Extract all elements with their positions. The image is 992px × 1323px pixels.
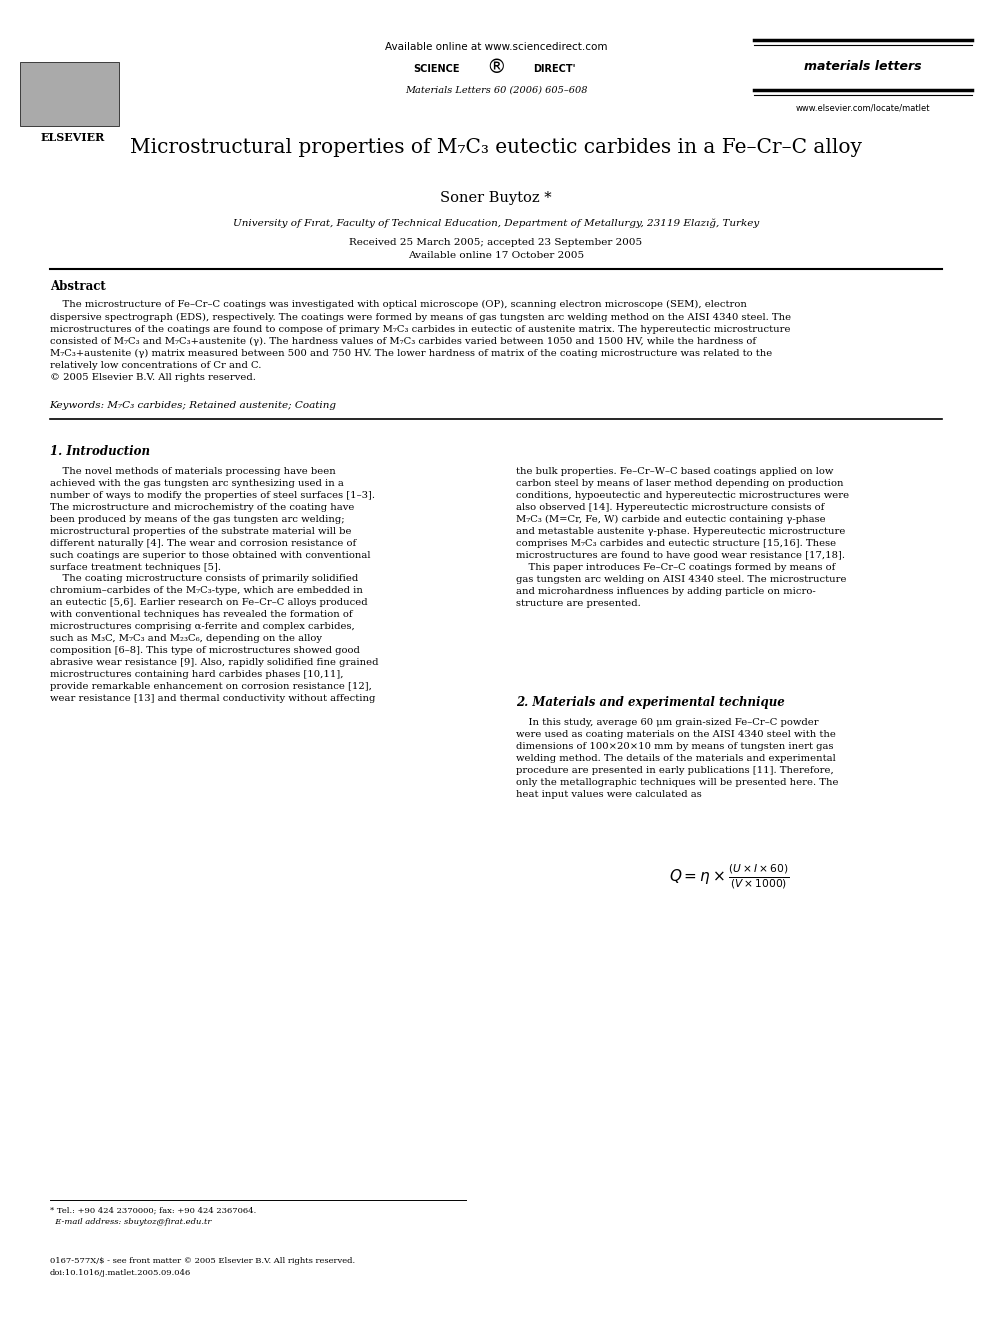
Text: DIRECT': DIRECT'	[533, 64, 575, 74]
Text: www.elsevier.com/locate/matlet: www.elsevier.com/locate/matlet	[796, 103, 930, 112]
Text: E-mail address: sbuytoz@firat.edu.tr: E-mail address: sbuytoz@firat.edu.tr	[50, 1218, 211, 1226]
Text: In this study, average 60 μm grain-sized Fe–Cr–C powder
were used as coating mat: In this study, average 60 μm grain-sized…	[516, 718, 838, 799]
Text: 0167-577X/$ - see front matter © 2005 Elsevier B.V. All rights reserved.: 0167-577X/$ - see front matter © 2005 El…	[50, 1257, 355, 1265]
Text: Microstructural properties of M₇C₃ eutectic carbides in a Fe–Cr–C alloy: Microstructural properties of M₇C₃ eutec…	[130, 138, 862, 156]
Text: ELSEVIER: ELSEVIER	[41, 132, 104, 143]
Text: Received 25 March 2005; accepted 23 September 2005: Received 25 March 2005; accepted 23 Sept…	[349, 238, 643, 247]
Text: ®: ®	[486, 58, 506, 77]
Text: Available online 17 October 2005: Available online 17 October 2005	[408, 251, 584, 261]
Text: The novel methods of materials processing have been
achieved with the gas tungst: The novel methods of materials processin…	[50, 467, 378, 703]
Text: * Tel.: +90 424 2370000; fax: +90 424 2367064.: * Tel.: +90 424 2370000; fax: +90 424 23…	[50, 1207, 256, 1215]
Text: Materials Letters 60 (2006) 605–608: Materials Letters 60 (2006) 605–608	[405, 86, 587, 95]
Text: SCIENCE: SCIENCE	[413, 64, 459, 74]
Text: Abstract: Abstract	[50, 280, 105, 294]
Text: doi:10.1016/j.matlet.2005.09.046: doi:10.1016/j.matlet.2005.09.046	[50, 1269, 190, 1277]
Text: the bulk properties. Fe–Cr–W–C based coatings applied on low
carbon steel by mea: the bulk properties. Fe–Cr–W–C based coa…	[516, 467, 849, 607]
Text: Soner Buytoz *: Soner Buytoz *	[440, 191, 552, 205]
Text: Available online at www.sciencedirect.com: Available online at www.sciencedirect.co…	[385, 42, 607, 53]
Text: 1. Introduction: 1. Introduction	[50, 445, 150, 458]
Bar	[20, 62, 119, 126]
Text: Keywords: M₇C₃ carbides; Retained austenite; Coating: Keywords: M₇C₃ carbides; Retained austen…	[50, 401, 336, 410]
Text: $Q = \eta \times \frac{(U \times I \times 60)}{(V \times 1000)}$: $Q = \eta \times \frac{(U \times I \time…	[669, 863, 790, 892]
Text: The microstructure of Fe–Cr–C coatings was investigated with optical microscope : The microstructure of Fe–Cr–C coatings w…	[50, 300, 791, 381]
Text: 2. Materials and experimental technique: 2. Materials and experimental technique	[516, 696, 785, 709]
Text: University of Fırat, Faculty of Technical Education, Department of Metallurgy, 2: University of Fırat, Faculty of Technica…	[233, 218, 759, 228]
Text: materials letters: materials letters	[805, 60, 922, 73]
